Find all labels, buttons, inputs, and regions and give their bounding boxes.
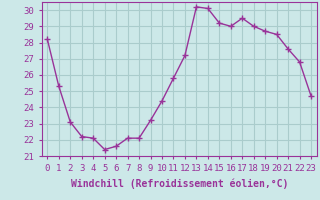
- X-axis label: Windchill (Refroidissement éolien,°C): Windchill (Refroidissement éolien,°C): [70, 178, 288, 189]
